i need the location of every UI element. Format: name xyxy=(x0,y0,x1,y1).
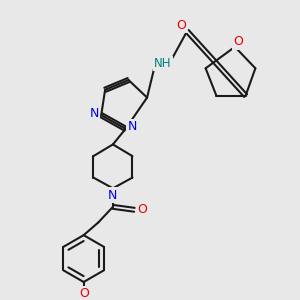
Text: NH: NH xyxy=(154,57,171,70)
Text: O: O xyxy=(176,19,186,32)
Text: N: N xyxy=(108,189,118,202)
Text: N: N xyxy=(90,107,99,120)
Text: N: N xyxy=(128,120,137,133)
Text: O: O xyxy=(137,203,147,216)
Text: O: O xyxy=(233,35,243,49)
Text: O: O xyxy=(80,287,90,300)
